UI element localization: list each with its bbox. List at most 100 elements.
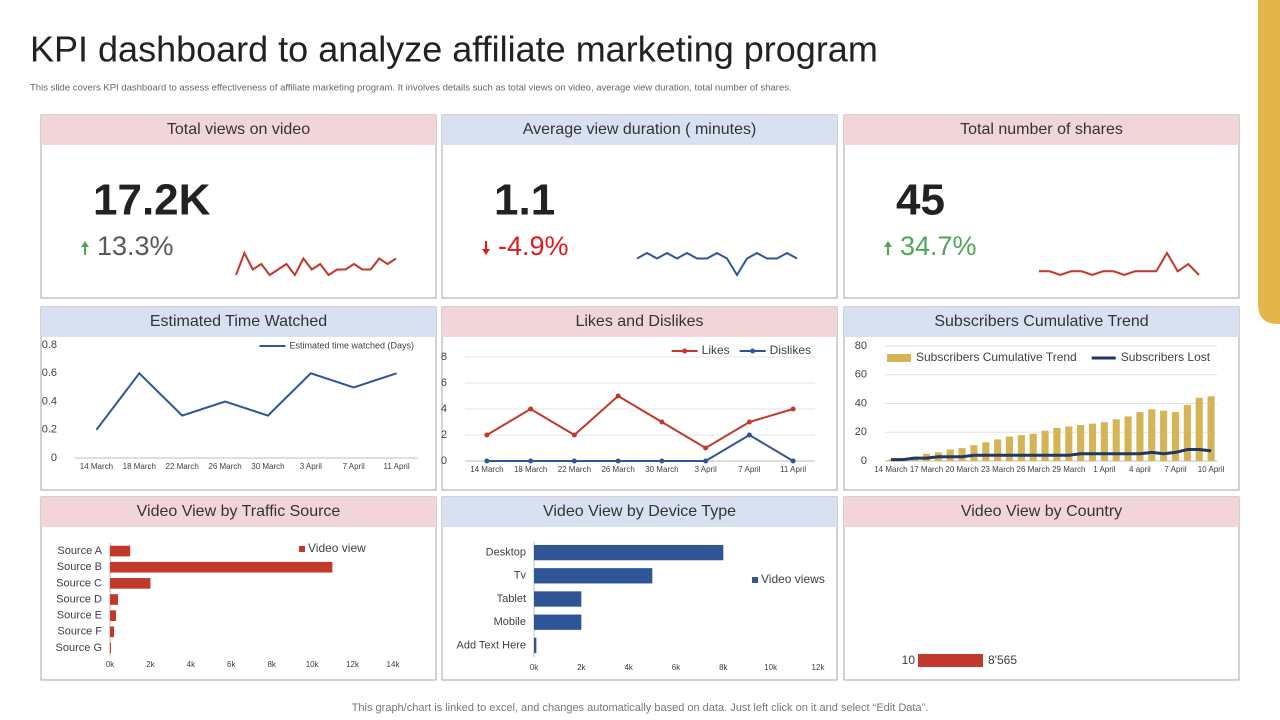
bar bbox=[1112, 419, 1120, 461]
x-tick-label: 3 April bbox=[695, 465, 717, 474]
marker bbox=[484, 458, 490, 464]
x-tick-label: 6k bbox=[672, 663, 681, 672]
legend-marker bbox=[682, 348, 688, 354]
legend-swatch bbox=[299, 546, 305, 552]
x-tick-label: 30 March bbox=[251, 462, 284, 471]
panel-header bbox=[41, 115, 436, 145]
bar bbox=[534, 614, 582, 630]
y-tick-label: Source E bbox=[57, 610, 102, 622]
x-tick-label: 26 March bbox=[208, 462, 241, 471]
bar bbox=[1077, 425, 1085, 461]
bar bbox=[1195, 397, 1203, 461]
y-tick-label: 0.8 bbox=[42, 339, 57, 351]
footer-note: This graph/chart is linked to excel, and… bbox=[352, 702, 929, 714]
panel-title: Total views on video bbox=[167, 121, 310, 138]
y-tick-label: 8 bbox=[441, 351, 447, 363]
kpi-value: 17.2K bbox=[93, 176, 211, 225]
panel-header bbox=[442, 307, 837, 337]
kpi-change: 13.3% bbox=[97, 231, 174, 261]
x-tick-label: 8k bbox=[267, 660, 276, 669]
panel-title: Video View by Country bbox=[961, 503, 1122, 520]
x-tick-label: 0k bbox=[106, 660, 115, 669]
legend-label: Video view bbox=[308, 541, 366, 555]
marker bbox=[703, 445, 709, 451]
bar bbox=[1005, 436, 1014, 461]
legend-swatch bbox=[887, 354, 911, 362]
bar bbox=[110, 642, 112, 654]
panel-title: Average view duration ( minutes) bbox=[523, 121, 757, 138]
y-tick-label: Add Text Here bbox=[456, 639, 526, 651]
kpi-value: 45 bbox=[896, 176, 945, 225]
y-tick-label: 0.2 bbox=[42, 424, 57, 436]
x-tick-label: 14 March bbox=[470, 465, 503, 474]
y-tick-label: Source A bbox=[57, 545, 102, 557]
y-tick-label: Desktop bbox=[486, 547, 526, 559]
map-scale-min: 10 bbox=[902, 653, 916, 667]
kpi-change: -4.9% bbox=[498, 231, 569, 261]
y-tick-label: 6 bbox=[441, 377, 447, 389]
marker bbox=[746, 432, 752, 438]
x-tick-label: 7 April bbox=[343, 462, 365, 471]
kpi-arrow bbox=[884, 241, 892, 255]
marker bbox=[528, 458, 534, 464]
bar bbox=[1160, 410, 1168, 461]
bar bbox=[534, 568, 653, 584]
kpi-value: 1.1 bbox=[494, 176, 555, 225]
bar bbox=[110, 545, 131, 557]
page-subtitle: This slide covers KPI dashboard to asses… bbox=[30, 83, 792, 94]
x-tick-label: 26 March bbox=[601, 465, 634, 474]
x-tick-label: 12k bbox=[346, 660, 360, 669]
panel-title: Subscribers Cumulative Trend bbox=[934, 313, 1148, 330]
x-tick-label: 14 March bbox=[874, 465, 907, 474]
x-tick-label: 22 March bbox=[166, 462, 199, 471]
legend-label: Video views bbox=[761, 572, 825, 586]
marker bbox=[659, 419, 665, 425]
bar bbox=[534, 637, 537, 654]
x-tick-label: 26 March bbox=[1017, 465, 1050, 474]
y-tick-label: 60 bbox=[855, 369, 867, 381]
panel bbox=[441, 114, 838, 299]
x-tick-label: 4k bbox=[624, 663, 633, 672]
bar bbox=[110, 610, 117, 621]
bar bbox=[1017, 435, 1025, 461]
x-tick-label: 10k bbox=[764, 663, 778, 672]
x-tick-label: 18 March bbox=[123, 462, 156, 471]
panel bbox=[441, 496, 838, 681]
bar bbox=[1171, 412, 1180, 461]
marker bbox=[571, 432, 577, 438]
y-tick-label: Source F bbox=[57, 626, 102, 638]
panel bbox=[40, 496, 437, 681]
bar bbox=[1124, 416, 1132, 461]
panel-title: Video View by Traffic Source bbox=[137, 503, 341, 520]
x-tick-label: 3 April bbox=[300, 462, 322, 471]
panel bbox=[441, 306, 838, 491]
panel-title: Total number of shares bbox=[960, 121, 1123, 138]
panel-header bbox=[41, 497, 436, 527]
line bbox=[486, 433, 794, 462]
x-tick-label: 23 March bbox=[981, 465, 1014, 474]
bar bbox=[1100, 422, 1108, 461]
x-tick-label: 11 April bbox=[384, 462, 410, 471]
bar bbox=[534, 591, 582, 607]
bar bbox=[1136, 412, 1144, 461]
x-tick-label: 22 March bbox=[558, 465, 591, 474]
y-tick-label: Source G bbox=[56, 642, 102, 654]
kpi-arrow bbox=[81, 241, 89, 255]
x-tick-label: 6k bbox=[227, 660, 236, 669]
y-tick-label: 0 bbox=[51, 452, 57, 464]
bar bbox=[110, 578, 151, 589]
line bbox=[890, 448, 1212, 462]
panel-header bbox=[41, 307, 436, 337]
bar bbox=[1053, 427, 1061, 461]
sparkline bbox=[235, 250, 397, 277]
panel-title: Likes and Dislikes bbox=[575, 313, 703, 330]
x-tick-label: 4 april bbox=[1129, 465, 1151, 474]
y-tick-label: Mobile bbox=[494, 616, 526, 628]
y-tick-label: 0 bbox=[441, 455, 447, 467]
y-tick-label: 0.4 bbox=[42, 395, 57, 407]
y-tick-label: 20 bbox=[855, 426, 867, 438]
bar bbox=[1029, 433, 1037, 461]
panel-header bbox=[844, 497, 1239, 527]
x-tick-label: 7 April bbox=[738, 465, 760, 474]
